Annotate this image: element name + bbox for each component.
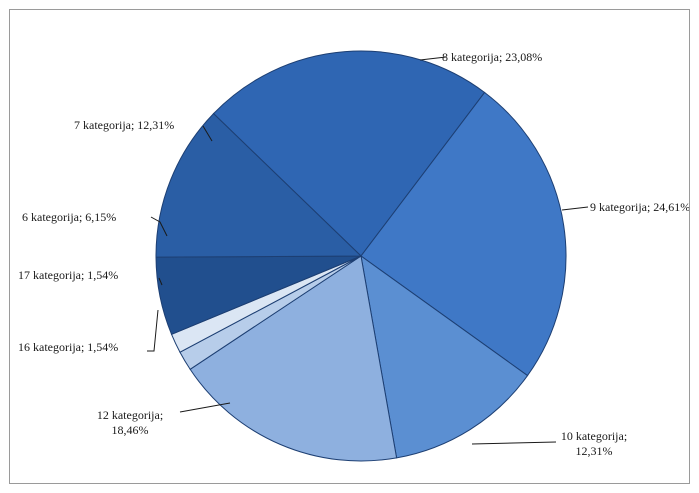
pie-slices	[155, 50, 567, 462]
slice-label: 12 kategorija; 18,46%	[97, 408, 163, 437]
pie-slice	[189, 255, 398, 462]
slice-label: 9 kategorija; 24,61%	[590, 200, 689, 214]
leader-line	[179, 402, 231, 413]
chart-frame: 8 kategorija; 23,08% 9 kategorija; 24,61%…	[9, 9, 690, 484]
leader-line	[471, 441, 557, 445]
slice-label: 16 kategorija; 1,54%	[18, 340, 118, 354]
leader-line	[419, 56, 447, 61]
slice-label: 17 kategorija; 1,54%	[18, 268, 118, 282]
leader-lines	[147, 56, 589, 445]
leader-line	[150, 216, 168, 237]
slice-label: 7 kategorija; 12,31%	[74, 118, 174, 132]
leader-line	[147, 309, 159, 352]
pie-chart: 8 kategorija; 23,08% 9 kategorija; 24,61%…	[18, 50, 689, 462]
slice-label: 8 kategorija; 23,08%	[442, 50, 542, 64]
leader-line	[158, 277, 163, 286]
pie-slice	[155, 112, 363, 258]
pie-slice	[360, 91, 567, 377]
leader-line	[561, 206, 589, 211]
slice-label: 10 kategorija; 12,31%	[561, 429, 627, 458]
slice-labels: 8 kategorija; 23,08% 9 kategorija; 24,61%…	[18, 50, 689, 458]
pie-slice	[212, 50, 486, 257]
pie-slice	[360, 254, 529, 459]
slice-label: 6 kategorija; 6,15%	[22, 210, 116, 224]
leader-line	[202, 125, 213, 142]
